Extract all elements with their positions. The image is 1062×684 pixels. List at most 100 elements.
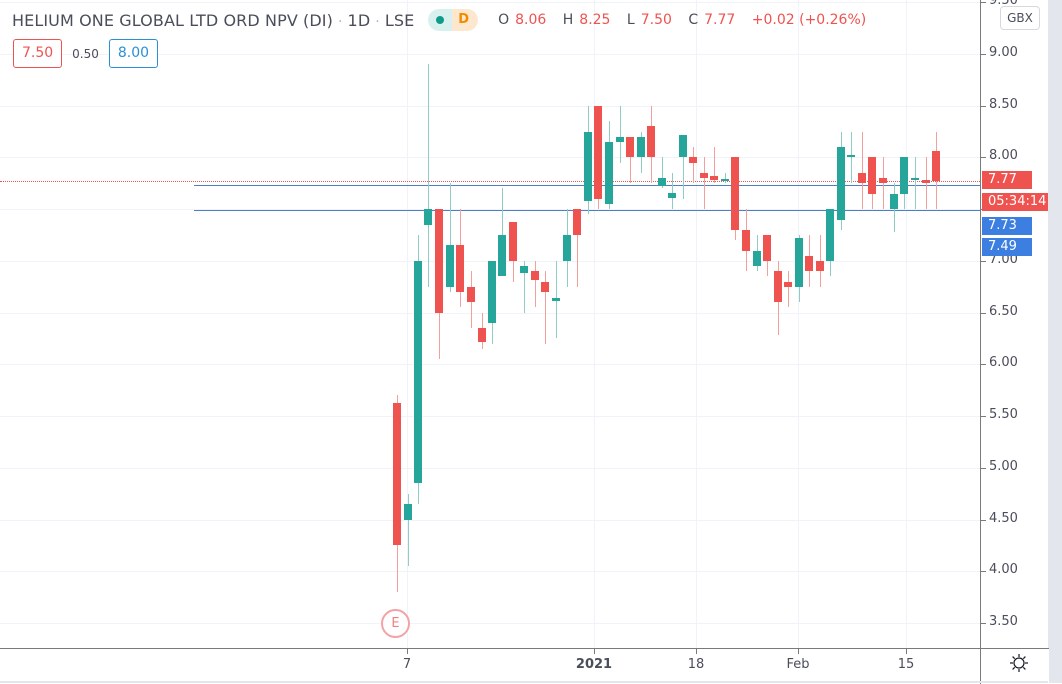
candle-wick (502, 188, 503, 277)
candle-wick (408, 493, 409, 567)
candle-body (700, 172, 708, 179)
time-tick (594, 649, 595, 654)
time-tick (696, 649, 697, 654)
price-tick-label: 6.00 (989, 355, 1018, 370)
candle-body (911, 178, 919, 181)
price-tick (981, 468, 986, 469)
price-tick (981, 261, 986, 262)
candle-body (731, 157, 739, 230)
open-label: O (498, 12, 510, 28)
candle-wick (428, 64, 429, 287)
time-tick (407, 649, 408, 654)
candle-wick (577, 209, 578, 287)
grid-line-horizontal (0, 209, 980, 210)
price-tick-label: 8.00 (989, 148, 1018, 163)
settings-icon[interactable] (1008, 652, 1030, 674)
candle-body (774, 271, 782, 303)
time-tick (798, 649, 799, 654)
candle-wick (926, 157, 927, 210)
time-tick-label: 18 (687, 657, 705, 672)
grid-line-horizontal (0, 364, 980, 365)
currency-button[interactable]: GBX (1000, 6, 1040, 30)
market-status-pill[interactable]: D (428, 9, 479, 31)
price-tick-label: 4.00 (989, 562, 1018, 577)
candle-body (594, 105, 602, 199)
time-tick-label: 15 (897, 657, 915, 672)
price-tick (981, 157, 986, 158)
candle-body (837, 147, 845, 220)
close-value: 7.77 (704, 12, 736, 28)
high-label: H (562, 12, 574, 28)
candle-body (689, 157, 697, 163)
price-badge: 05:34:14 (982, 193, 1049, 211)
price-tick (981, 364, 986, 365)
candle-wick (714, 147, 715, 184)
candle-body (478, 328, 486, 342)
candle-wick (630, 136, 631, 184)
price-tick (981, 416, 986, 417)
chart-legend[interactable]: HELIUM ONE GLOBAL LTD ORD NPV (DI) · 1D · LS… (12, 9, 872, 31)
bottom-border (0, 681, 1048, 683)
candle-body (393, 402, 401, 546)
candle-wick (620, 105, 621, 163)
candle-wick (883, 157, 884, 210)
candle-wick (683, 134, 684, 199)
candle-body (658, 178, 666, 187)
candle-body (424, 209, 432, 225)
candle-wick (704, 157, 705, 210)
price-chart-pane[interactable] (0, 0, 980, 648)
symbol-name: HELIUM ONE GLOBAL LTD ORD NPV (DI) (12, 10, 333, 30)
candle-body (531, 271, 539, 280)
candle-wick (662, 157, 663, 189)
earnings-marker[interactable]: E (381, 609, 410, 638)
time-tick-label: Feb (786, 657, 810, 672)
price-tick (981, 106, 986, 107)
price-tick-label: 5.00 (989, 459, 1018, 474)
candle-wick (535, 260, 536, 308)
price-tick-label: 9.50 (989, 0, 1018, 8)
candle-body (498, 235, 506, 277)
market-open-indicator (428, 9, 453, 31)
stop-level-box[interactable]: 7.50 (13, 39, 63, 68)
price-tick (981, 54, 986, 55)
right-scrollbar[interactable] (1048, 0, 1062, 683)
spread-value: 0.50 (72, 46, 99, 61)
time-axis[interactable]: 7 2021 18 Feb 15 (0, 648, 980, 684)
candle-body (552, 298, 560, 302)
candle-body (922, 180, 930, 184)
candle-wick (725, 172, 726, 184)
price-tick-label: 6.50 (989, 304, 1018, 319)
grid-line-horizontal (0, 106, 980, 107)
grid-line-vertical (906, 0, 907, 648)
candle-wick (862, 131, 863, 210)
candle-body (710, 176, 718, 181)
close-label: C (688, 12, 699, 28)
candle-body (679, 134, 687, 158)
low-label: L (626, 12, 635, 28)
horizontal-line-drawing[interactable] (194, 210, 980, 211)
delayed-data-badge: D (452, 9, 479, 31)
target-level-box[interactable]: 8.00 (108, 39, 159, 68)
time-tick-label: 7 (402, 657, 412, 672)
candle-body (879, 178, 887, 184)
status-dot-icon (436, 16, 445, 24)
candle-body (805, 255, 813, 272)
candle-body (456, 245, 464, 292)
grid-line-horizontal (0, 520, 980, 521)
candle-wick (672, 172, 673, 210)
candle-body (900, 157, 908, 194)
price-axis[interactable]: 9.509.008.508.007.507.006.506.005.505.00… (980, 0, 1049, 648)
candle-wick (693, 147, 694, 184)
candle-body (541, 281, 549, 292)
candle-body (509, 221, 517, 261)
candle-body (573, 209, 581, 236)
price-tick (981, 313, 986, 314)
candle-body (932, 151, 940, 182)
time-tick-label: 2021 (575, 657, 613, 672)
price-badge: 7.73 (982, 217, 1032, 235)
grid-line-horizontal (0, 416, 980, 417)
candle-body (404, 504, 412, 520)
candle-body (795, 238, 803, 287)
symbol-title[interactable]: HELIUM ONE GLOBAL LTD ORD NPV (DI) · 1D · LS… (12, 11, 414, 30)
candle-wick (915, 157, 916, 210)
